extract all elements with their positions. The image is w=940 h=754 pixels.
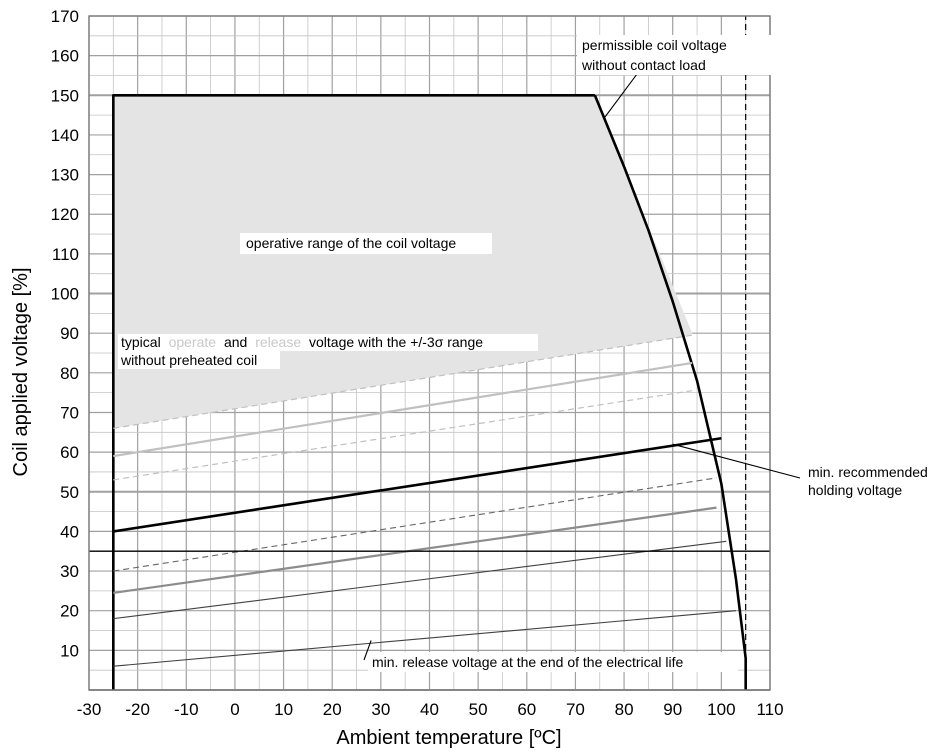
release-word: release [255, 334, 301, 350]
plot-frame [88, 15, 771, 691]
y-tick-label: 130 [51, 166, 79, 185]
x-tick-label: 40 [420, 700, 439, 719]
operative-range-label: operative range of the coil voltage [246, 235, 456, 251]
annotation-leaders [363, 69, 801, 661]
series-line-release-upper [113, 477, 717, 572]
y-tick-label: 90 [60, 324, 79, 343]
x-tick-label: 20 [323, 700, 342, 719]
x-tick-label: 50 [469, 700, 488, 719]
series-line-operate-upper [113, 334, 693, 429]
series-line-boundary [112, 93, 595, 690]
leader-end-of-life [363, 640, 372, 661]
annotation-text: permissible coil voltage without contact… [118, 35, 928, 672]
y-axis-title: Coil applied voltage [%] [10, 267, 32, 476]
series-line-release-lower [113, 540, 727, 620]
x-axis-title: Ambient temperature [ºC] [336, 727, 561, 749]
y-tick-label: 150 [51, 86, 79, 105]
x-tick-label: 30 [371, 700, 390, 719]
label-bg-preheated [118, 351, 280, 369]
chart-lines [89, 16, 770, 690]
preheated-label: without preheated coil [120, 352, 257, 368]
series-line-permissible [593, 94, 747, 690]
x-tick-label: -30 [77, 700, 102, 719]
y-tick-label: 50 [60, 483, 79, 502]
label-bg-operative [240, 233, 492, 254]
holding-label-line2: holding voltage [808, 482, 902, 498]
label-bg-permissible [577, 35, 777, 75]
y-tick-label: 160 [51, 47, 79, 66]
x-tick-label: 0 [230, 700, 239, 719]
and-word: and [224, 334, 247, 350]
operate-word: operate [169, 334, 217, 350]
end-of-life-label: min. release voltage at the end of the e… [372, 654, 684, 670]
plot-border [88, 15, 771, 691]
x-tick-label: 10 [274, 700, 293, 719]
y-tick-label: 30 [60, 562, 79, 581]
y-tick-label: 100 [51, 285, 79, 304]
y-tick-label: 40 [60, 522, 79, 541]
label-bg-typical [118, 334, 538, 351]
y-tick-label: 10 [60, 641, 79, 660]
y-tick-label: 20 [60, 602, 79, 621]
leader-permissible [604, 69, 641, 118]
y-tick-label: 120 [51, 205, 79, 224]
permissible-label-line1: permissible coil voltage [582, 37, 727, 53]
x-tick-label: 90 [663, 700, 682, 719]
y-tick-label: 80 [60, 364, 79, 383]
x-tick-label: 70 [566, 700, 585, 719]
x-tick-label: 60 [517, 700, 536, 719]
series-line-release-typical [113, 506, 717, 594]
y-tick-label: 110 [52, 245, 79, 264]
label-bg-end-of-life [368, 652, 738, 672]
series-line-end-of-life [113, 610, 736, 667]
x-tick-label: -10 [174, 700, 199, 719]
leader-holding [672, 443, 801, 479]
series-line-operate-lower [113, 390, 693, 481]
series-line-holding [113, 436, 722, 533]
typical-word: typical [121, 334, 161, 350]
x-tick-label: 80 [615, 700, 634, 719]
tick-labels: -30 -20 -10 0 10 20 30 40 50 60 70 80 90 100 110 10 20 30… [51, 7, 784, 719]
y-tick-label: 70 [60, 403, 79, 422]
typical-label: typical operate and release voltage with… [121, 334, 483, 350]
y-tick-label: 140 [51, 126, 79, 145]
y-tick-label: 60 [60, 443, 79, 462]
permissible-label-line2: without contact load [581, 57, 706, 73]
series-line-operate-typical [113, 361, 693, 458]
x-tick-label: -20 [125, 700, 150, 719]
holding-label-line1: min. recommended [808, 464, 928, 480]
sigma-range-text: voltage with the +/-3σ range [309, 334, 483, 350]
y-tick-label: 170 [51, 7, 79, 26]
x-tick-label: 100 [707, 700, 735, 719]
x-tick-label: 110 [756, 700, 783, 719]
